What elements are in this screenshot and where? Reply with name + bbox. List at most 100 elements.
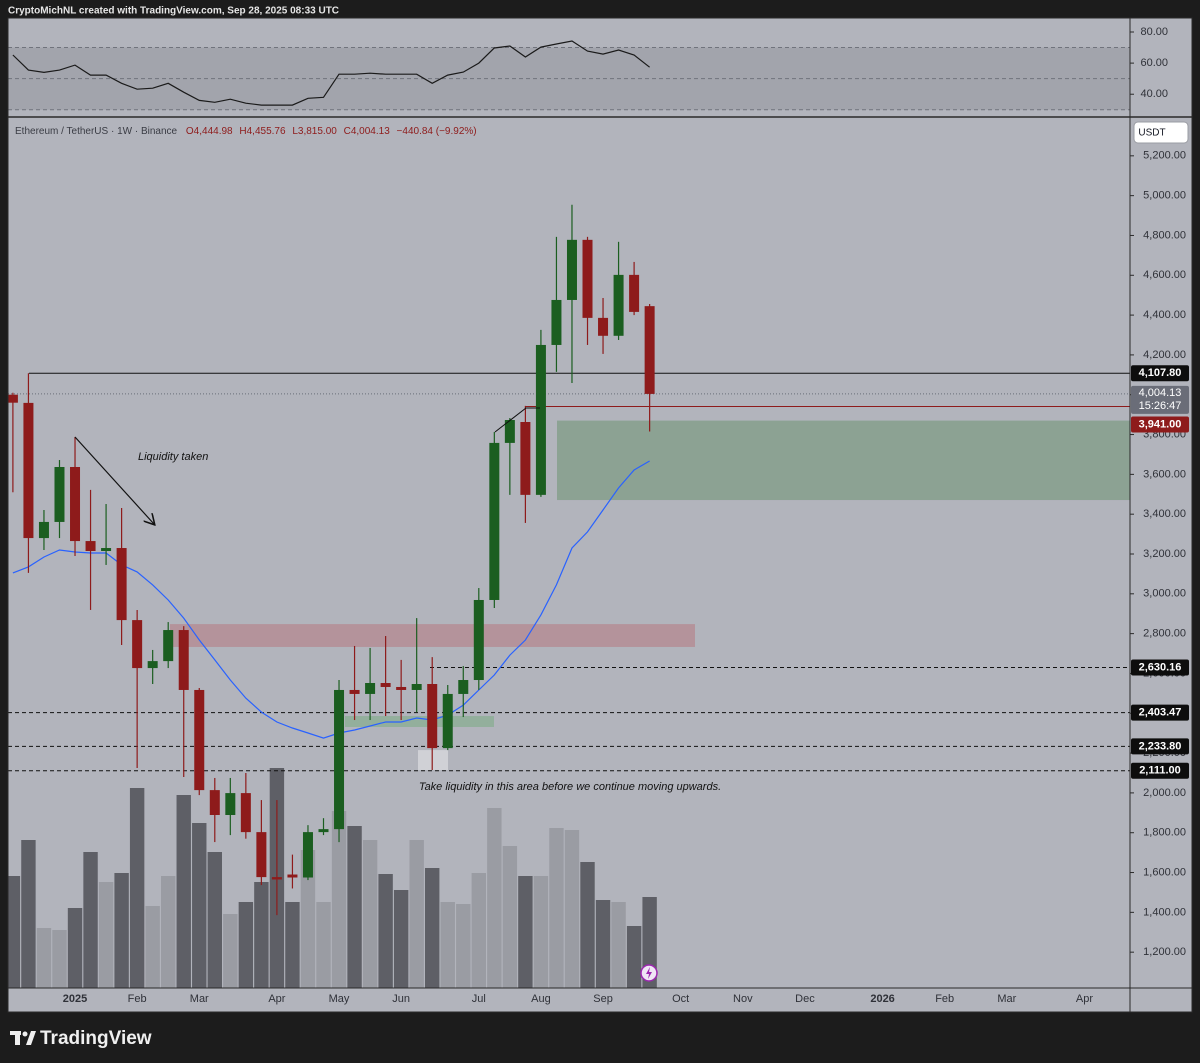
candle-body: [380, 683, 391, 687]
trend-drawing: [494, 407, 540, 433]
volume-bar: [52, 930, 67, 988]
volume-bar: [580, 862, 595, 988]
x-tick-label: 2025: [63, 993, 87, 1005]
rsi-tick-label: 60.00: [1140, 57, 1168, 69]
y-tick-label: 4,400.00: [1143, 309, 1186, 321]
level-label-box: [1131, 738, 1189, 755]
y-tick-label: 3,600.00: [1143, 468, 1186, 480]
y-tick-label: 1,800.00: [1143, 827, 1186, 839]
candle-body: [504, 420, 515, 443]
candle-body: [116, 548, 127, 621]
volume-bar: [192, 823, 207, 988]
volume-bar: [626, 926, 642, 988]
x-tick-label: Apr: [268, 993, 285, 1005]
candle-body: [101, 548, 112, 552]
chart-frame: [7, 17, 1193, 1013]
candle-body: [209, 790, 220, 815]
footer-logo: [10, 1031, 36, 1045]
candle-body: [427, 683, 438, 749]
price-zone: [170, 624, 695, 647]
zone-layer: [170, 420, 1130, 771]
logo-part: [22, 1031, 28, 1037]
level-label: 2,403.47: [1139, 706, 1182, 718]
candle-body: [256, 832, 267, 878]
level-label: 2,630.16: [1139, 661, 1182, 673]
volume-bar: [161, 876, 176, 988]
y-tick-label: 3,400.00: [1143, 508, 1186, 520]
logo-part: [15, 1031, 20, 1045]
x-tick-label: Feb: [128, 993, 147, 1005]
volume-bar: [595, 900, 611, 988]
candle-body: [23, 402, 34, 539]
currency-button[interactable]: USDT: [1133, 121, 1189, 144]
volume-bar: [393, 890, 409, 988]
x-tick-label: Aug: [531, 993, 551, 1005]
x-tick-label: Mar: [190, 993, 209, 1005]
candle-body: [551, 299, 562, 345]
candle-body: [302, 832, 313, 878]
level-label: 4,107.80: [1139, 367, 1182, 379]
candle-body: [613, 274, 624, 336]
candle-body: [396, 686, 407, 690]
candle-body: [535, 344, 546, 495]
volume-bar: [316, 902, 331, 988]
volume-bar: [564, 830, 580, 988]
volume-bar: [176, 795, 191, 988]
annotation: Take liquidity in this area before we co…: [419, 781, 721, 793]
level-label: 2,111.00: [1139, 765, 1181, 777]
volume-bar: [533, 876, 549, 988]
y-tick-label: 4,800.00: [1143, 229, 1186, 241]
candle-body: [334, 689, 345, 830]
candle-body: [318, 829, 329, 833]
countdown-label: 15:26:47: [1139, 400, 1182, 412]
x-tick-label: Apr: [1076, 993, 1093, 1005]
footer-brand: TradingView: [40, 1028, 152, 1049]
candle-body: [411, 683, 422, 690]
x-tick-label: 2026: [870, 993, 894, 1005]
volume-bar: [549, 828, 564, 988]
candle-body: [240, 793, 251, 833]
volume-bar: [362, 840, 378, 988]
alert-bolt[interactable]: [646, 967, 652, 979]
candle-body: [629, 274, 640, 312]
level-label-box: [1131, 704, 1189, 721]
candle-body: [458, 680, 469, 694]
ohlc-value: C4,004.13: [344, 126, 391, 137]
alert-icon[interactable]: [640, 964, 658, 982]
volume-bar: [425, 868, 440, 988]
volume-bar: [518, 876, 533, 988]
rsi-line: [12, 40, 650, 106]
x-tick-label: Oct: [672, 993, 689, 1005]
x-tick-label: Sep: [593, 993, 613, 1005]
line-layer: [8, 372, 1130, 772]
volume-bar: [207, 852, 222, 988]
currency-button-box[interactable]: [1133, 121, 1189, 144]
x-tick-label: Nov: [733, 993, 753, 1005]
candle-body: [473, 599, 484, 681]
y-tick-label: 2,800.00: [1143, 628, 1186, 640]
volume-bar: [471, 873, 486, 988]
ohlc-value: L3,815.00: [292, 126, 337, 137]
volume-bar: [300, 850, 316, 988]
candle-body: [644, 306, 655, 394]
candle-body: [178, 630, 189, 690]
candle-body: [582, 239, 593, 318]
level-label-box: [1131, 762, 1189, 779]
candle-body: [132, 620, 143, 669]
volume-bar: [456, 904, 471, 988]
volume-bar: [331, 811, 347, 988]
volume-bar: [238, 902, 254, 988]
annotation: Liquidity taken: [138, 451, 208, 463]
candle-body: [54, 466, 65, 522]
low-marker-box: [1131, 416, 1189, 433]
symbol: Ethereum / TetherUS · 1W · Binance: [15, 126, 178, 137]
candle-body: [520, 422, 531, 495]
volume-bar: [129, 788, 145, 988]
currency-label[interactable]: USDT: [1138, 128, 1165, 139]
volume-bar: [223, 914, 238, 988]
candle-body: [163, 630, 174, 662]
candle-body: [70, 466, 81, 542]
volume-bar: [347, 826, 362, 988]
price-zone: [345, 716, 494, 727]
x-tick-label: Jul: [472, 993, 486, 1005]
